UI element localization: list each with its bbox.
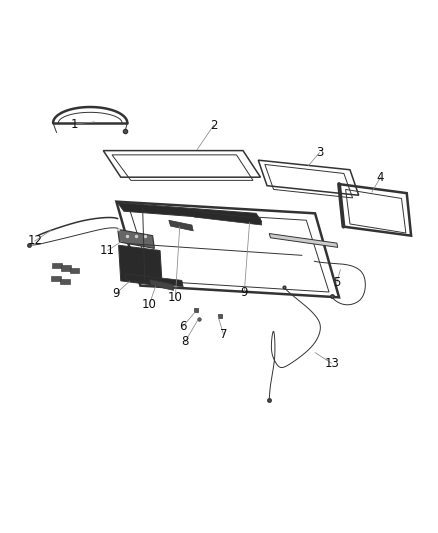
Text: 5: 5 xyxy=(333,276,341,289)
Text: 12: 12 xyxy=(27,235,42,247)
Polygon shape xyxy=(119,245,162,286)
Text: 10: 10 xyxy=(142,298,156,311)
Polygon shape xyxy=(149,279,173,290)
FancyBboxPatch shape xyxy=(51,276,61,281)
Text: 1: 1 xyxy=(71,118,79,131)
FancyBboxPatch shape xyxy=(52,263,62,268)
Polygon shape xyxy=(269,233,338,247)
FancyBboxPatch shape xyxy=(61,265,71,271)
Text: 9: 9 xyxy=(113,287,120,300)
Polygon shape xyxy=(118,229,154,248)
Text: 8: 8 xyxy=(181,335,189,349)
Text: 4: 4 xyxy=(377,171,384,184)
Polygon shape xyxy=(193,211,262,225)
Text: 7: 7 xyxy=(219,327,227,341)
Text: 11: 11 xyxy=(100,244,115,257)
Text: 6: 6 xyxy=(180,320,187,333)
FancyBboxPatch shape xyxy=(70,268,79,273)
Polygon shape xyxy=(118,203,262,222)
Text: 13: 13 xyxy=(324,357,339,370)
Text: 2: 2 xyxy=(210,118,218,132)
Text: 9: 9 xyxy=(240,286,248,298)
Polygon shape xyxy=(169,220,193,231)
Text: 10: 10 xyxy=(168,292,183,304)
FancyBboxPatch shape xyxy=(60,279,70,284)
Text: 3: 3 xyxy=(316,146,323,159)
Polygon shape xyxy=(125,274,183,287)
